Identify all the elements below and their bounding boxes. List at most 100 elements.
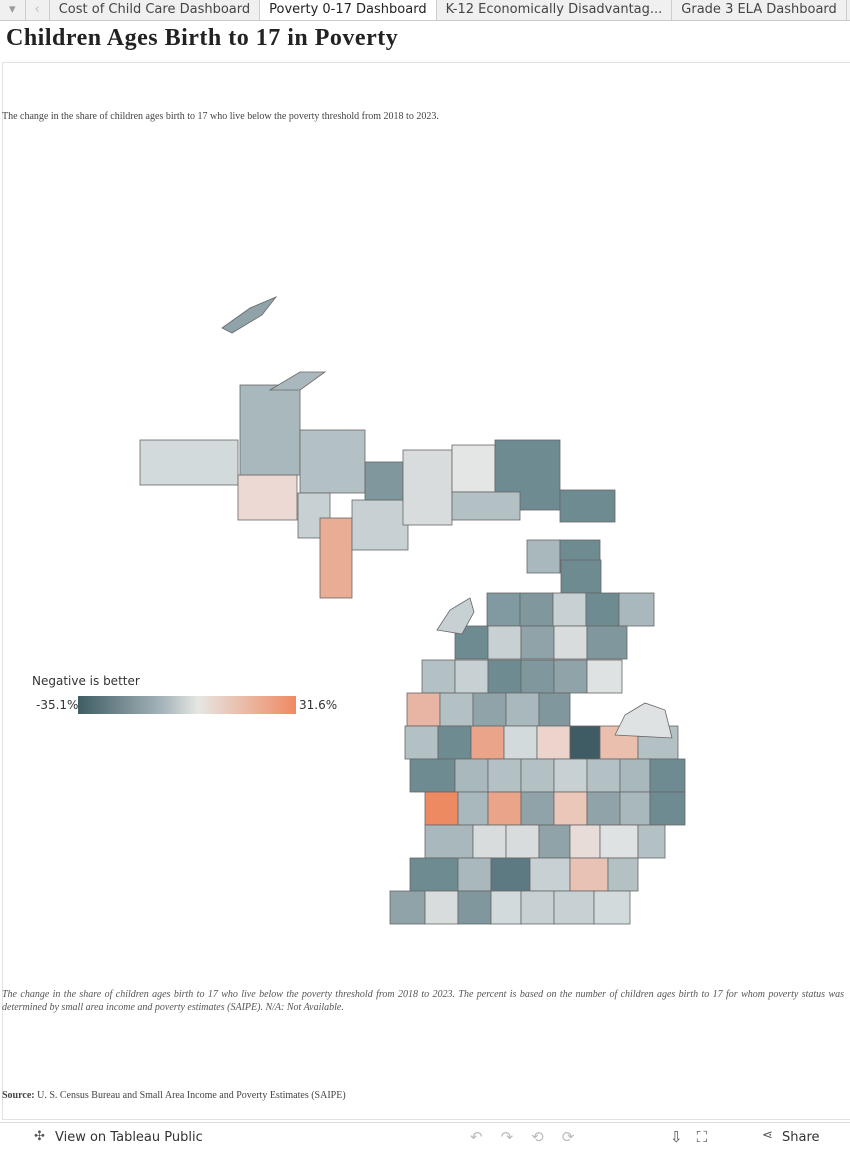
county[interactable] xyxy=(457,857,492,892)
legend-title: Negative is better xyxy=(32,674,140,688)
county[interactable] xyxy=(486,592,521,627)
source: Source: U. S. Census Bureau and Small Ar… xyxy=(2,1090,346,1101)
county[interactable] xyxy=(268,371,327,391)
county[interactable] xyxy=(553,890,595,925)
county[interactable] xyxy=(451,444,496,493)
tab[interactable]: Poverty 0-17 Dashboard xyxy=(260,0,437,20)
county[interactable] xyxy=(487,625,522,660)
download-fullscreen[interactable]: ⇩⛶ xyxy=(670,1128,722,1146)
county[interactable] xyxy=(519,592,554,627)
tab[interactable]: Grade 3 ELA Dashboard xyxy=(672,0,847,20)
county[interactable] xyxy=(487,758,522,793)
county[interactable] xyxy=(599,824,639,859)
legend-gradient xyxy=(78,696,296,714)
county[interactable] xyxy=(593,890,631,925)
title: Children Ages Birth to 17 in Poverty xyxy=(6,25,399,51)
county[interactable] xyxy=(560,559,602,594)
share-icon: ⋖ xyxy=(762,1128,773,1143)
county[interactable] xyxy=(424,791,459,826)
county[interactable] xyxy=(402,449,453,526)
county[interactable] xyxy=(569,824,601,859)
county[interactable] xyxy=(553,758,588,793)
county[interactable] xyxy=(614,702,673,739)
county[interactable] xyxy=(586,625,628,660)
county[interactable] xyxy=(409,857,459,892)
county[interactable] xyxy=(406,692,441,727)
county[interactable] xyxy=(520,758,555,793)
share-button[interactable]: Share xyxy=(782,1130,820,1145)
county[interactable] xyxy=(470,725,505,760)
county[interactable] xyxy=(421,659,456,694)
county[interactable] xyxy=(424,890,459,925)
county[interactable] xyxy=(237,474,298,521)
view-link[interactable]: View on Tableau Public xyxy=(55,1130,203,1145)
county[interactable] xyxy=(351,499,409,551)
county[interactable] xyxy=(529,857,571,892)
county[interactable] xyxy=(569,857,609,892)
county[interactable] xyxy=(619,791,651,826)
county[interactable] xyxy=(439,692,474,727)
county[interactable] xyxy=(536,725,571,760)
county[interactable] xyxy=(520,625,555,660)
county[interactable] xyxy=(526,539,561,574)
county[interactable] xyxy=(221,296,278,334)
county[interactable] xyxy=(424,824,474,859)
county[interactable] xyxy=(503,725,538,760)
county[interactable] xyxy=(538,692,571,727)
county[interactable] xyxy=(552,592,587,627)
county[interactable] xyxy=(559,489,616,523)
county[interactable] xyxy=(457,890,492,925)
county[interactable] xyxy=(505,692,540,727)
history-controls[interactable]: ↶↷⟲⟳ xyxy=(470,1128,593,1146)
county[interactable] xyxy=(490,890,522,925)
county[interactable] xyxy=(451,491,521,521)
county[interactable] xyxy=(586,791,621,826)
county[interactable] xyxy=(553,659,588,694)
county[interactable] xyxy=(472,692,507,727)
county[interactable] xyxy=(553,791,588,826)
county[interactable] xyxy=(649,791,686,826)
tab-bar: ▾ ‹ Cost of Child Care Dashboard Poverty … xyxy=(0,0,850,21)
tableau-icon: ✣ xyxy=(34,1129,45,1144)
county[interactable] xyxy=(139,439,239,486)
county[interactable] xyxy=(487,659,522,694)
legend-min: -35.1% xyxy=(36,698,79,712)
county[interactable] xyxy=(520,890,555,925)
county[interactable] xyxy=(437,725,472,760)
county[interactable] xyxy=(505,824,540,859)
county[interactable] xyxy=(538,824,571,859)
county[interactable] xyxy=(637,824,666,859)
subtitle: The change in the share of children ages… xyxy=(2,111,439,122)
county[interactable] xyxy=(457,791,489,826)
county[interactable] xyxy=(487,791,522,826)
county[interactable] xyxy=(618,592,655,627)
tab[interactable]: K-12 Economically Disadvantag... xyxy=(437,0,673,20)
county[interactable] xyxy=(586,659,623,694)
tab-nav[interactable]: ‹ xyxy=(26,0,50,20)
county[interactable] xyxy=(436,597,475,635)
tab-nav[interactable]: ▾ xyxy=(0,0,26,20)
county[interactable] xyxy=(619,758,651,793)
county[interactable] xyxy=(520,659,555,694)
county[interactable] xyxy=(299,429,366,494)
county[interactable] xyxy=(649,758,686,793)
county[interactable] xyxy=(520,791,555,826)
county[interactable] xyxy=(389,890,426,925)
county[interactable] xyxy=(319,517,353,599)
county[interactable] xyxy=(569,725,601,760)
county[interactable] xyxy=(409,758,456,793)
county[interactable] xyxy=(239,384,301,476)
county[interactable] xyxy=(585,592,620,627)
county[interactable] xyxy=(490,857,531,892)
county[interactable] xyxy=(553,625,588,660)
tab[interactable]: Cost of Child Care Dashboard xyxy=(50,0,261,20)
county[interactable] xyxy=(472,824,507,859)
county[interactable] xyxy=(454,758,489,793)
county[interactable] xyxy=(454,659,489,694)
county[interactable] xyxy=(404,725,439,760)
county[interactable] xyxy=(586,758,621,793)
source-label: Source: xyxy=(2,1090,35,1101)
county[interactable] xyxy=(607,857,639,892)
county[interactable] xyxy=(364,461,404,501)
